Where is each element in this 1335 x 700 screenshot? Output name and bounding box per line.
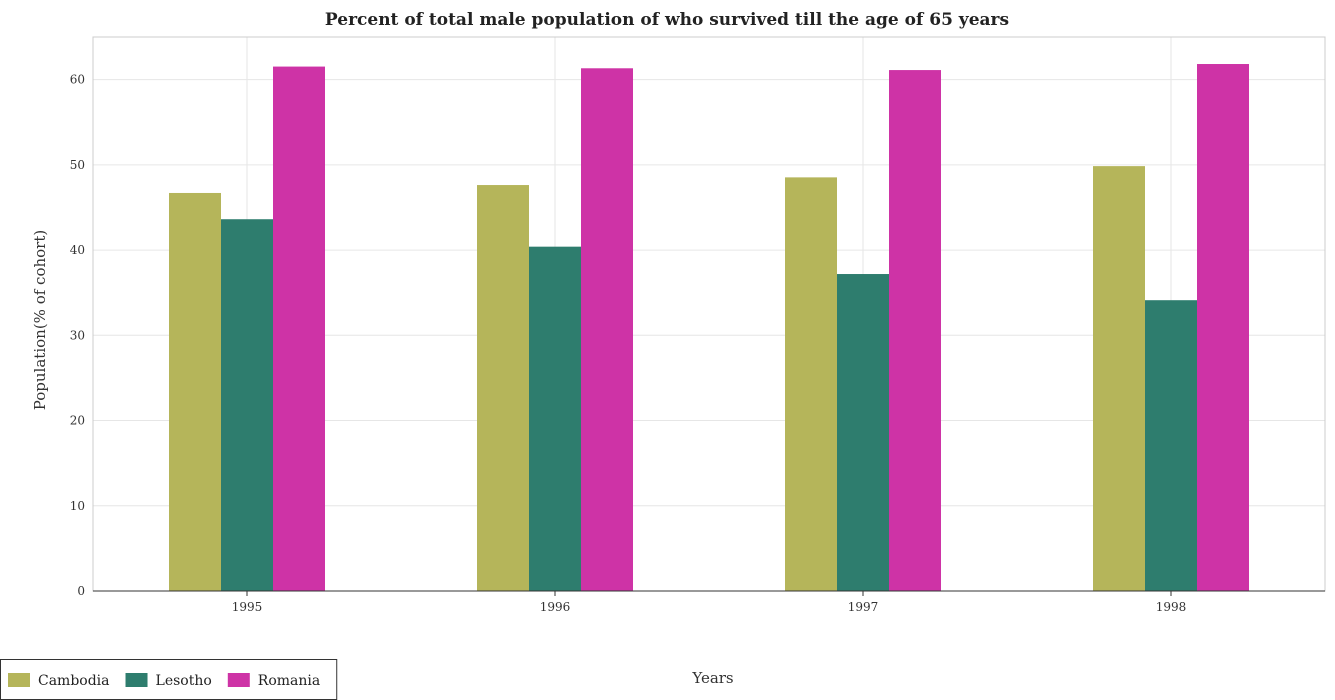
bar-lesotho-1998 (1145, 300, 1197, 591)
bar-cambodia-1996 (477, 185, 529, 592)
y-tick-label: 30 (70, 328, 85, 342)
y-tick-label: 60 (70, 73, 85, 87)
legend-box (0, 659, 338, 700)
y-tick-label: 50 (70, 158, 85, 172)
y-tick-label: 10 (70, 499, 85, 513)
bar-romania-1997 (889, 70, 941, 592)
x-axis-label: Years (691, 669, 733, 687)
legend-label-lesotho: Lesotho (156, 673, 212, 689)
bar-romania-1996 (581, 68, 633, 592)
bar-cambodia-1998 (1093, 166, 1145, 591)
bar-romania-1995 (273, 66, 325, 591)
legend: Cambodia Lesotho Romania (0, 659, 338, 700)
y-axis-label: Population(% of cohort) (31, 230, 49, 410)
x-tick-label: 1996 (540, 600, 571, 614)
bar-lesotho-1995 (221, 219, 273, 591)
x-tick-label: 1997 (848, 600, 879, 614)
bar-cambodia-1997 (785, 177, 837, 592)
y-tick-label: 20 (70, 414, 85, 428)
bars (169, 64, 1249, 592)
legend-swatch-cambodia (8, 673, 30, 687)
bar-romania-1998 (1197, 64, 1249, 592)
legend-label-romania: Romania (258, 673, 320, 689)
x-tick-label: 1998 (1156, 600, 1187, 614)
axes: 0 10 20 30 40 50 60 1995 1996 1997 1998 (70, 36, 1326, 614)
chart-title: Percent of total male population of who … (325, 10, 1009, 30)
bar-lesotho-1996 (529, 246, 581, 591)
bar-cambodia-1995 (169, 192, 221, 592)
legend-swatch-lesotho (125, 673, 148, 687)
legend-swatch-romania (227, 673, 250, 687)
y-tick-label: 0 (77, 584, 85, 598)
x-tick-label: 1995 (232, 600, 263, 614)
y-tick-label: 40 (70, 243, 85, 257)
bar-lesotho-1997 (837, 274, 889, 591)
legend-label-cambodia: Cambodia (38, 673, 110, 689)
